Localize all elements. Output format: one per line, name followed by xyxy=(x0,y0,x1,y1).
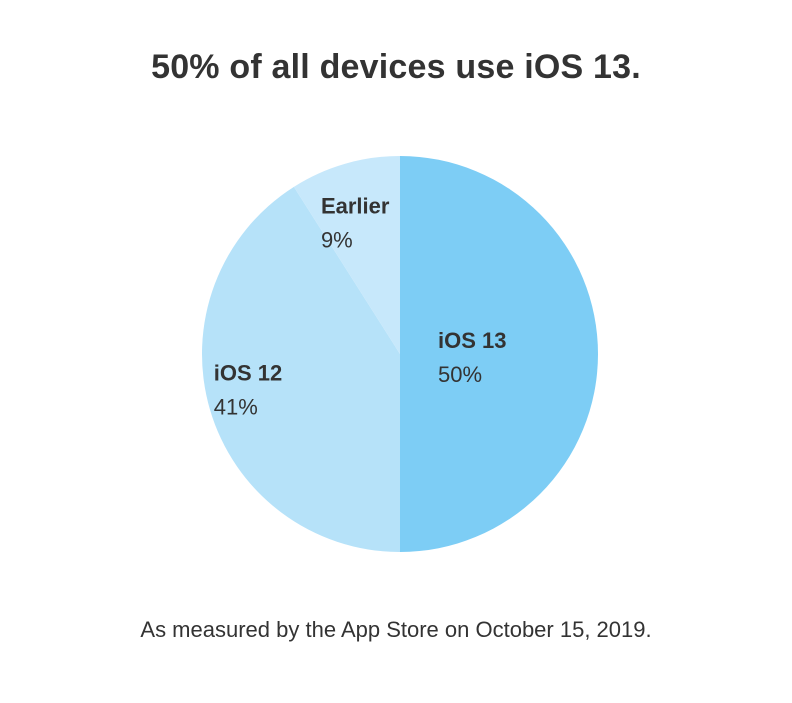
chart-title: 50% of all devices use iOS 13. xyxy=(151,48,641,86)
pie-slice-ios-12 xyxy=(202,186,400,553)
pie-labels: iOS 13 50% iOS 12 41% Earlier 9% xyxy=(214,194,507,420)
chart-footnote: As measured by the App Store on October … xyxy=(140,617,652,642)
pie-slices xyxy=(202,156,598,553)
slice-value-ios-13: 50% xyxy=(438,362,482,387)
pie-slice-earlier xyxy=(293,156,400,354)
slice-label-earlier: Earlier xyxy=(321,194,390,219)
slice-value-earlier: 9% xyxy=(321,228,353,253)
slice-value-ios-12: 41% xyxy=(214,394,258,419)
slice-label-ios-13: iOS 13 xyxy=(438,328,506,353)
pie-slice-ios-13 xyxy=(400,156,598,552)
slice-label-ios-12: iOS 12 xyxy=(214,360,282,385)
